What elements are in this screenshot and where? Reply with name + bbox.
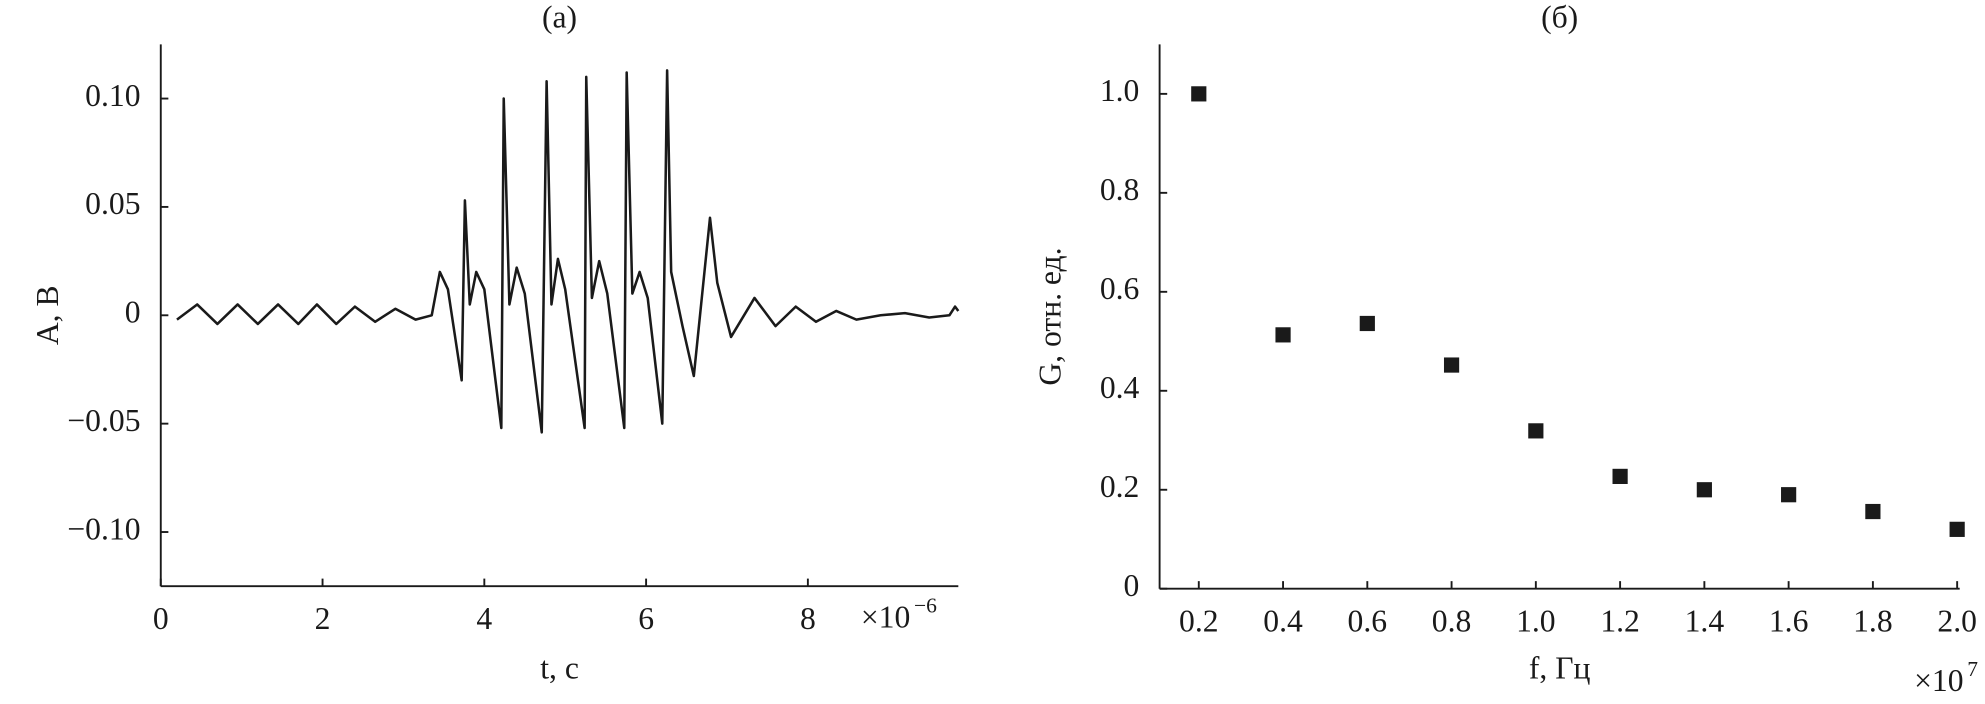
x-multiplier: ×10	[1914, 663, 1963, 698]
y-tick-label: 0.8	[1100, 172, 1140, 207]
x-tick-label: 0.6	[1348, 603, 1388, 638]
y-tick-label: 1.0	[1100, 73, 1140, 108]
y-tick-label: 0	[125, 295, 141, 330]
x-tick-label: 0.8	[1432, 603, 1472, 638]
panel-title: (а)	[542, 0, 577, 35]
x-tick-label: 1.8	[1853, 603, 1893, 638]
point	[1781, 487, 1797, 503]
point	[1528, 423, 1544, 439]
point	[1696, 482, 1712, 498]
y-tick-label: 0.6	[1100, 271, 1140, 306]
x-tick-label: 2.0	[1937, 603, 1977, 638]
y-tick-label: −0.05	[67, 403, 140, 438]
y-tick-label: −0.10	[67, 511, 140, 546]
x-axis-label: f, Гц	[1529, 650, 1591, 685]
point	[1191, 86, 1207, 102]
x-tick-label: 1.2	[1600, 603, 1640, 638]
point	[1949, 521, 1965, 537]
point	[1612, 468, 1628, 484]
x-tick-label: 0.4	[1263, 603, 1303, 638]
x-tick-label: 2	[315, 601, 331, 636]
x-tick-label: 1.6	[1769, 603, 1809, 638]
x-multiplier-exponent: 7	[1967, 657, 1978, 681]
y-tick-label: 0.4	[1100, 370, 1140, 405]
x-tick-label: 0.2	[1179, 603, 1219, 638]
x-tick-label: 4	[476, 601, 492, 636]
point	[1359, 315, 1375, 332]
x-tick-label: 6	[638, 601, 654, 636]
y-tick-label: 0.2	[1100, 469, 1140, 504]
y-tick-label: 0	[1124, 568, 1140, 603]
x-multiplier: ×10	[861, 600, 910, 635]
x-multiplier-exponent: −6	[914, 594, 937, 618]
x-tick-label: 1.0	[1516, 603, 1556, 638]
signal-line	[176, 69, 960, 434]
y-axis-label: A, В	[30, 285, 65, 345]
y-axis-label: G, отн. ед.	[1033, 247, 1068, 385]
point	[1275, 327, 1291, 343]
point	[1865, 503, 1881, 520]
x-tick-label: 8	[800, 601, 816, 636]
x-tick-label: 1.4	[1685, 603, 1725, 638]
x-tick-label: 0	[153, 601, 169, 636]
x-axis-label: t, с	[540, 650, 579, 685]
y-tick-label: 0.10	[85, 78, 140, 113]
point	[1443, 357, 1460, 373]
panel-title: (б)	[1541, 0, 1578, 35]
y-tick-label: 0.05	[85, 186, 140, 221]
